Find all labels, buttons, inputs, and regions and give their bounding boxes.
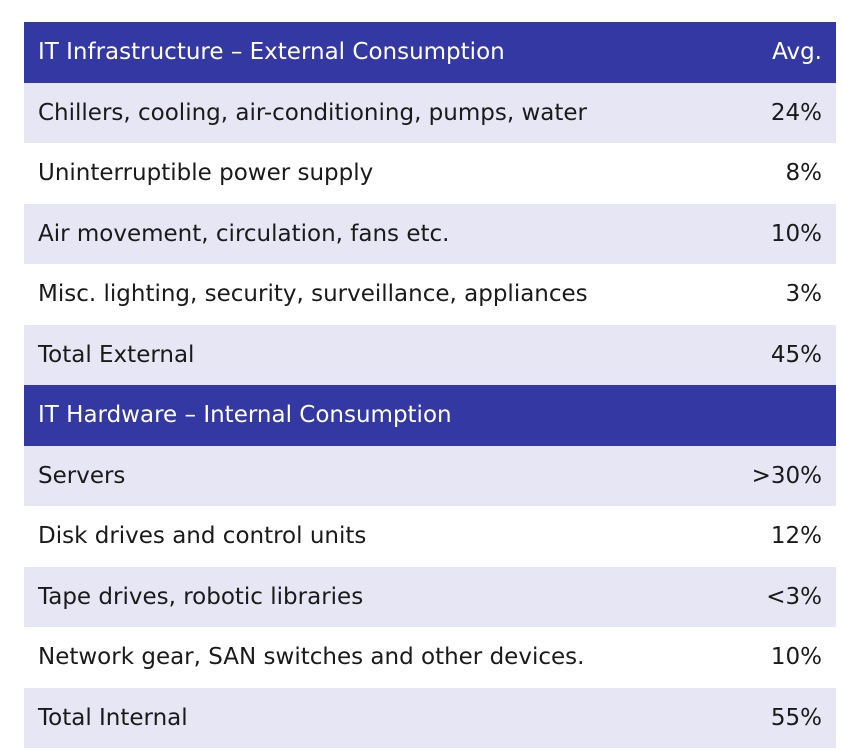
- total-row-external: Total External 45%: [24, 324, 836, 385]
- section-header-internal: IT Hardware – Internal Consumption: [24, 385, 836, 446]
- section-title: IT Hardware – Internal Consumption: [38, 402, 452, 429]
- row-value: 3%: [785, 281, 823, 308]
- row-value: <3%: [766, 583, 822, 610]
- section-header-external: IT Infrastructure – External Consumption…: [24, 22, 836, 83]
- row-value: 24%: [770, 99, 822, 126]
- table-row: Misc. lighting, security, surveillance, …: [24, 264, 836, 325]
- row-value: 10%: [770, 644, 822, 671]
- row-label: Chillers, cooling, air-conditioning, pum…: [38, 99, 588, 126]
- row-label: Misc. lighting, security, surveillance, …: [38, 281, 588, 308]
- row-value: 12%: [770, 523, 822, 550]
- table-row: Air movement, circulation, fans etc. 10%: [24, 203, 836, 264]
- row-label: Disk drives and control units: [38, 523, 367, 550]
- table-row: Chillers, cooling, air-conditioning, pum…: [24, 82, 836, 143]
- row-label: Network gear, SAN switches and other dev…: [38, 644, 585, 671]
- table-row: Tape drives, robotic libraries <3%: [24, 566, 836, 627]
- section-title: IT Infrastructure – External Consumption: [38, 39, 505, 66]
- row-label: Servers: [38, 462, 126, 489]
- row-label: Uninterruptible power supply: [38, 160, 374, 187]
- table-row: Uninterruptible power supply 8%: [24, 143, 836, 204]
- row-value: 10%: [770, 220, 822, 247]
- row-label: Total Internal: [38, 704, 188, 731]
- row-value: 45%: [770, 341, 822, 368]
- total-row-internal: Total Internal 55%: [24, 687, 836, 748]
- row-label: Air movement, circulation, fans etc.: [38, 220, 450, 247]
- row-label: Tape drives, robotic libraries: [38, 583, 364, 610]
- table-row: Network gear, SAN switches and other dev…: [24, 627, 836, 688]
- row-value: >30%: [751, 462, 822, 489]
- energy-consumption-table: IT Infrastructure – External Consumption…: [24, 22, 836, 748]
- row-value: 8%: [785, 160, 823, 187]
- row-label: Total External: [38, 341, 195, 368]
- column-header-avg: Avg.: [772, 39, 822, 66]
- table-row: Disk drives and control units 12%: [24, 506, 836, 567]
- table-row: Servers >30%: [24, 445, 836, 506]
- row-value: 55%: [770, 704, 822, 731]
